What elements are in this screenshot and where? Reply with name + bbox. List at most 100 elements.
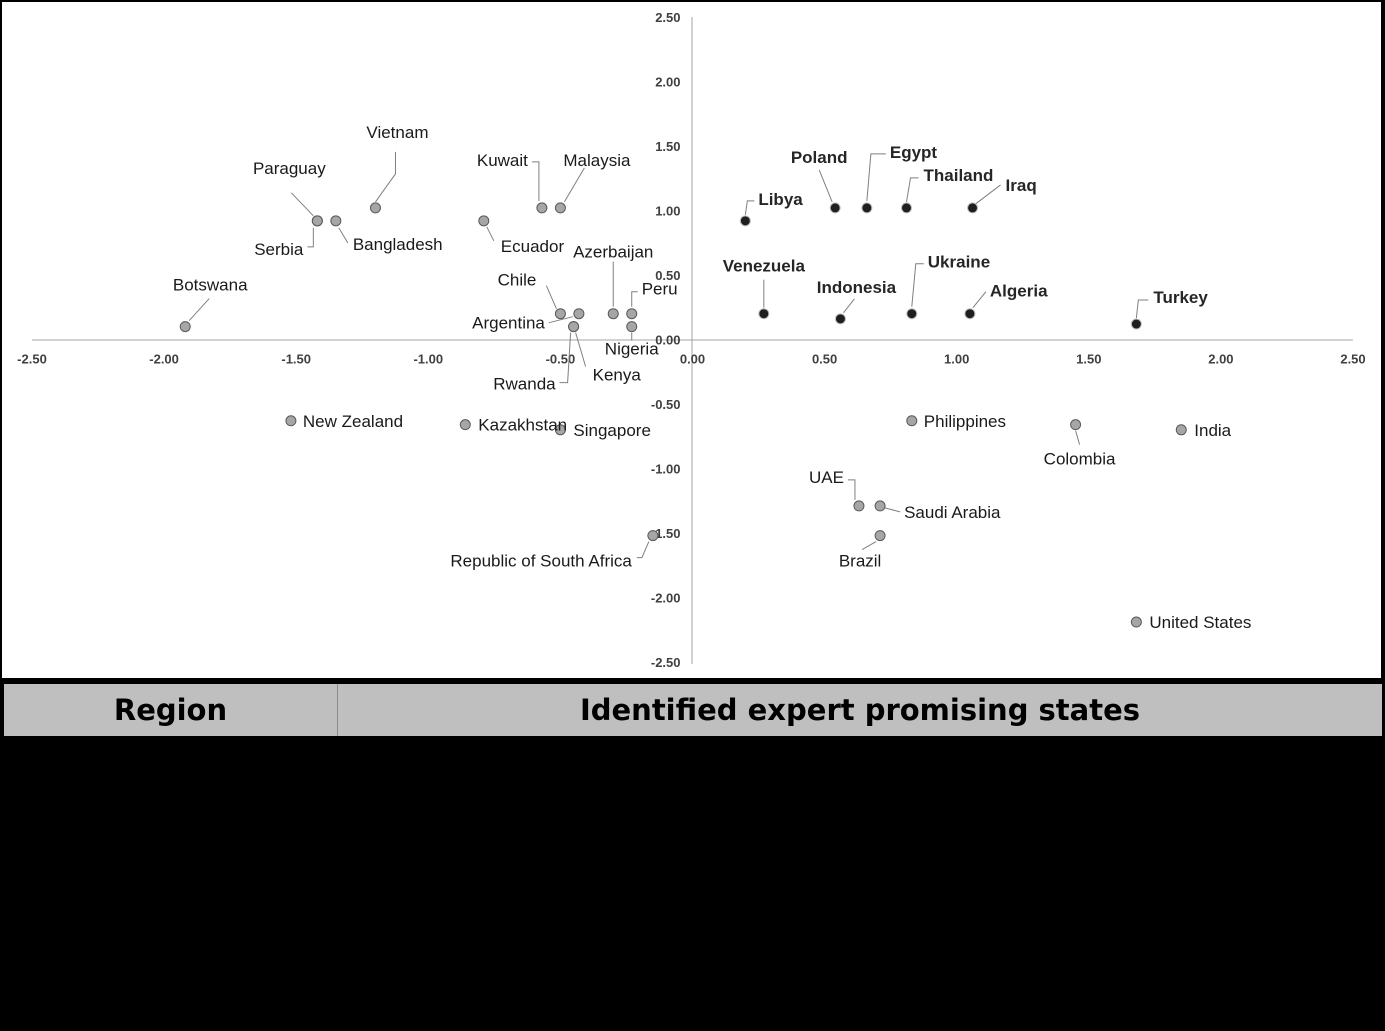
label-uae: UAE <box>809 468 844 487</box>
point-vietnam <box>369 202 381 214</box>
x-tick-label: 2.50 <box>1340 352 1365 367</box>
data-points <box>179 202 1187 628</box>
y-tick-labels: 2.50 2.00 1.50 1.00 0.50 0.00 -0.50 -1.00 -1.50 -… <box>651 10 681 670</box>
leader-line-algeria <box>972 291 987 309</box>
label-colombia: Colombia <box>1044 450 1116 469</box>
point-peru <box>626 308 638 320</box>
y-tick-label: 0.50 <box>655 268 680 283</box>
point-egypt <box>861 202 873 214</box>
label-brazil: Brazil <box>839 552 882 571</box>
point-chile <box>554 308 566 320</box>
leader-line-argentina <box>548 316 574 324</box>
label-new-zealand: New Zealand <box>303 412 403 431</box>
point-kenya <box>568 321 580 333</box>
x-tick-label: 1.50 <box>1076 352 1101 367</box>
label-saudi-arabia: Saudi Arabia <box>904 503 1001 522</box>
leader-line-egypt <box>866 153 886 201</box>
leader-line-republic-of-south-africa <box>636 541 650 559</box>
label-bangladesh: Bangladesh <box>353 235 443 254</box>
y-tick-label: 1.50 <box>655 139 680 154</box>
label-turkey: Turkey <box>1153 288 1208 307</box>
leader-line-colombia <box>1075 430 1081 445</box>
point-colombia <box>1070 419 1082 431</box>
label-algeria: Algeria <box>990 282 1048 301</box>
label-vietnam: Vietnam <box>366 123 428 142</box>
label-paraguay: Paraguay <box>253 159 326 178</box>
point-india <box>1175 424 1187 436</box>
label-egypt: Egypt <box>890 143 938 162</box>
x-tick-labels: -2.50 -2.00 -1.50 -1.00 -0.50 0.00 0.50 1.00 1.5… <box>17 352 1365 367</box>
leader-line-indonesia <box>843 298 855 314</box>
label-kuwait: Kuwait <box>477 151 528 170</box>
label-nigeria: Nigeria <box>605 340 659 359</box>
x-tick-label: -2.00 <box>149 352 179 367</box>
label-poland: Poland <box>791 148 848 167</box>
label-philippines: Philippines <box>924 412 1006 431</box>
x-tick-label: -0.50 <box>546 352 576 367</box>
states-column-header: Identified expert promising states <box>579 693 1141 727</box>
label-malaysia: Malaysia <box>563 151 631 170</box>
leader-line-turkey <box>1135 299 1149 319</box>
leader-line-serbia <box>307 227 314 248</box>
point-ukraine <box>906 308 918 320</box>
label-botswana: Botswana <box>173 276 248 295</box>
table-header-row: Region Identified expert promising state… <box>4 684 1382 736</box>
point-venezuela <box>758 308 770 320</box>
label-republic-of-south-africa: Republic of South Africa <box>450 552 632 571</box>
point-indonesia <box>834 313 846 325</box>
leader-line-libya <box>744 200 755 215</box>
point-libya <box>739 215 751 227</box>
point-argentina <box>573 308 585 320</box>
label-kazakhstan: Kazakhstan <box>478 416 567 435</box>
label-india: India <box>1194 421 1231 440</box>
point-saudi-arabia <box>874 500 886 512</box>
x-tick-label: 2.00 <box>1208 352 1233 367</box>
leader-line-ukraine <box>911 263 924 307</box>
point-kuwait <box>536 202 548 214</box>
y-tick-label: 2.00 <box>655 75 680 90</box>
label-libya: Libya <box>758 190 803 209</box>
point-thailand <box>901 202 913 214</box>
label-iraq: Iraq <box>1006 176 1037 195</box>
point-united-states <box>1130 616 1142 628</box>
label-united-states: United States <box>1149 613 1251 632</box>
point-malaysia <box>554 202 566 214</box>
leader-line-uae <box>847 479 856 500</box>
point-kazakhstan <box>459 419 471 431</box>
x-tick-label: 0.50 <box>812 352 837 367</box>
y-tick-label: -1.00 <box>651 462 681 477</box>
point-algeria <box>964 308 976 320</box>
point-poland <box>829 202 841 214</box>
leader-line-iraq <box>975 184 1001 205</box>
y-tick-label: 2.50 <box>655 10 680 25</box>
y-tick-label: -1.50 <box>651 526 681 541</box>
leader-line-saudi-arabia <box>884 507 901 513</box>
point-republic-of-south-africa <box>647 530 659 542</box>
point-singapore <box>554 424 566 436</box>
x-tick-label: -1.50 <box>281 352 311 367</box>
leader-line-thailand <box>906 177 919 203</box>
leader-line-vietnam <box>375 151 396 203</box>
leader-line-botswana <box>188 298 210 321</box>
scatter-chart-panel: -2.50 -2.00 -1.50 -1.00 -0.50 0.00 0.50 1.00 1.5… <box>2 2 1381 678</box>
label-ecuador: Ecuador <box>501 237 565 256</box>
label-rwanda: Rwanda <box>493 375 556 394</box>
label-peru: Peru <box>642 280 678 299</box>
point-bangladesh <box>330 215 342 227</box>
y-tick-label: -2.50 <box>651 655 681 670</box>
point-brazil <box>874 530 886 542</box>
point-nigeria <box>626 321 638 333</box>
label-argentina: Argentina <box>472 314 545 333</box>
point-ecuador <box>478 215 490 227</box>
leader-line-chile <box>545 285 557 309</box>
x-tick-label: -1.00 <box>413 352 443 367</box>
point-iraq <box>967 202 979 214</box>
y-tick-label: -0.50 <box>651 397 681 412</box>
label-venezuela: Venezuela <box>723 257 806 276</box>
leader-line-bangladesh <box>338 227 349 244</box>
point-philippines <box>906 415 918 427</box>
leader-line-kenya <box>575 332 587 367</box>
point-labels: Vietnam Paraguay Serbia Bangladesh Botswana K… <box>173 123 1252 632</box>
label-leader-lines <box>188 151 1149 559</box>
x-tick-label: 0.00 <box>680 352 705 367</box>
